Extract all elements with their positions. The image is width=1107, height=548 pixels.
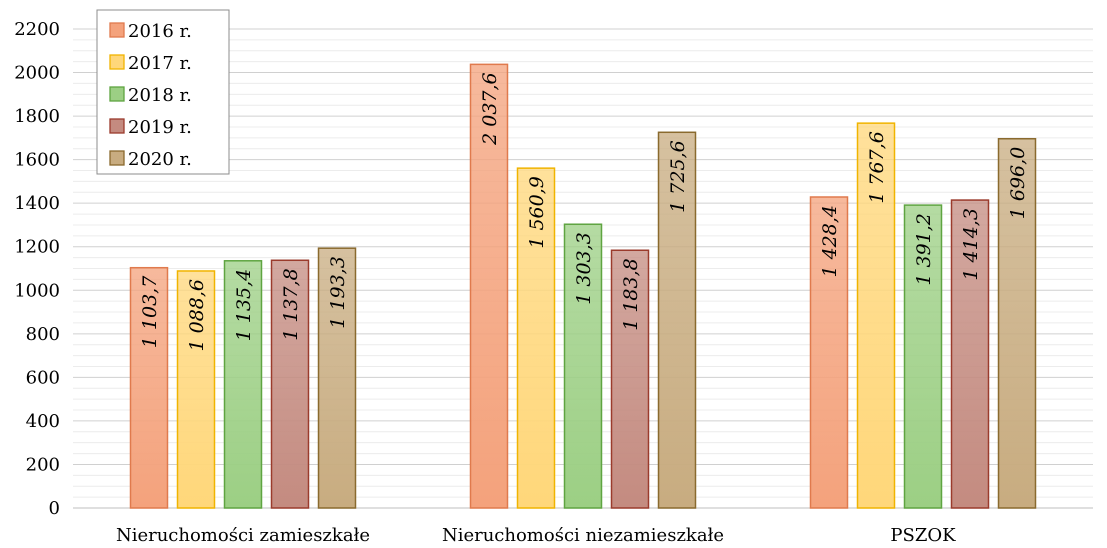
y-tick-label: 200 xyxy=(26,454,60,475)
data-label: 1 696,0 xyxy=(1007,147,1029,220)
bar xyxy=(317,247,357,509)
data-label: 1 193,3 xyxy=(327,256,349,329)
y-tick-label: 400 xyxy=(26,411,60,432)
x-axis: Nieruchomości zamieszkałe Nieruchomości n… xyxy=(116,525,956,546)
legend-swatch xyxy=(109,86,125,102)
legend-label: 2018 r. xyxy=(128,85,192,106)
data-label: 1 391,2 xyxy=(913,213,935,286)
legend: 2016 r. 2017 r. 2018 r. 2019 r. 2020 r. xyxy=(96,9,230,175)
x-tick-label: Nieruchomości zamieszkałe xyxy=(116,525,370,546)
legend-label: 2016 r. xyxy=(128,21,192,42)
legend-label: 2017 r. xyxy=(128,53,192,74)
data-label: 1 183,8 xyxy=(620,258,642,331)
data-label: 1 103,7 xyxy=(139,275,161,348)
legend-swatch xyxy=(109,22,125,38)
y-tick-label: 1600 xyxy=(14,150,60,171)
data-label: 2 037,6 xyxy=(479,72,501,146)
bar xyxy=(270,259,310,509)
y-tick-label: 800 xyxy=(26,324,60,345)
bar xyxy=(809,196,849,509)
data-label: 1 303,3 xyxy=(573,232,595,305)
bar xyxy=(469,63,509,509)
x-tick-label: Nieruchomości niezamieszkałe xyxy=(442,525,724,546)
bar xyxy=(657,131,697,509)
data-label: 1 428,4 xyxy=(819,205,841,278)
y-tick-label: 1800 xyxy=(14,106,60,127)
data-label: 1 414,3 xyxy=(960,208,982,281)
legend-label: 2020 r. xyxy=(128,149,192,170)
legend-swatch xyxy=(109,118,125,134)
bar xyxy=(997,137,1037,509)
y-tick-label: 0 xyxy=(49,498,60,519)
bar xyxy=(563,223,603,509)
data-label: 1 088,6 xyxy=(186,279,208,352)
x-tick-label: PSZOK xyxy=(890,525,956,546)
bar xyxy=(856,122,896,509)
y-tick-label: 2000 xyxy=(14,63,60,84)
y-tick-label: 1200 xyxy=(14,237,60,258)
data-label: 1 725,6 xyxy=(667,140,689,213)
data-label: 1 137,8 xyxy=(280,268,302,341)
y-tick-label: 1000 xyxy=(14,280,60,301)
y-tick-label: 2200 xyxy=(14,19,60,40)
legend-swatch xyxy=(109,54,125,70)
data-label: 1 767,6 xyxy=(866,131,888,204)
bar xyxy=(223,260,263,509)
bar xyxy=(129,266,169,509)
bar xyxy=(610,249,650,509)
data-label: 1 135,4 xyxy=(233,269,255,342)
bar xyxy=(903,204,943,509)
bar xyxy=(176,270,216,509)
legend-label: 2019 r. xyxy=(128,117,192,138)
y-tick-label: 600 xyxy=(26,367,60,388)
bars: 1 103,7 1 088,6 1 135,4 1 137,8 1 193,3 2 037… xyxy=(129,63,1037,509)
data-label: 1 560,9 xyxy=(526,176,548,249)
legend-swatch xyxy=(109,150,125,166)
bar xyxy=(950,199,990,509)
y-tick-label: 1400 xyxy=(14,193,60,214)
bar xyxy=(516,167,556,509)
